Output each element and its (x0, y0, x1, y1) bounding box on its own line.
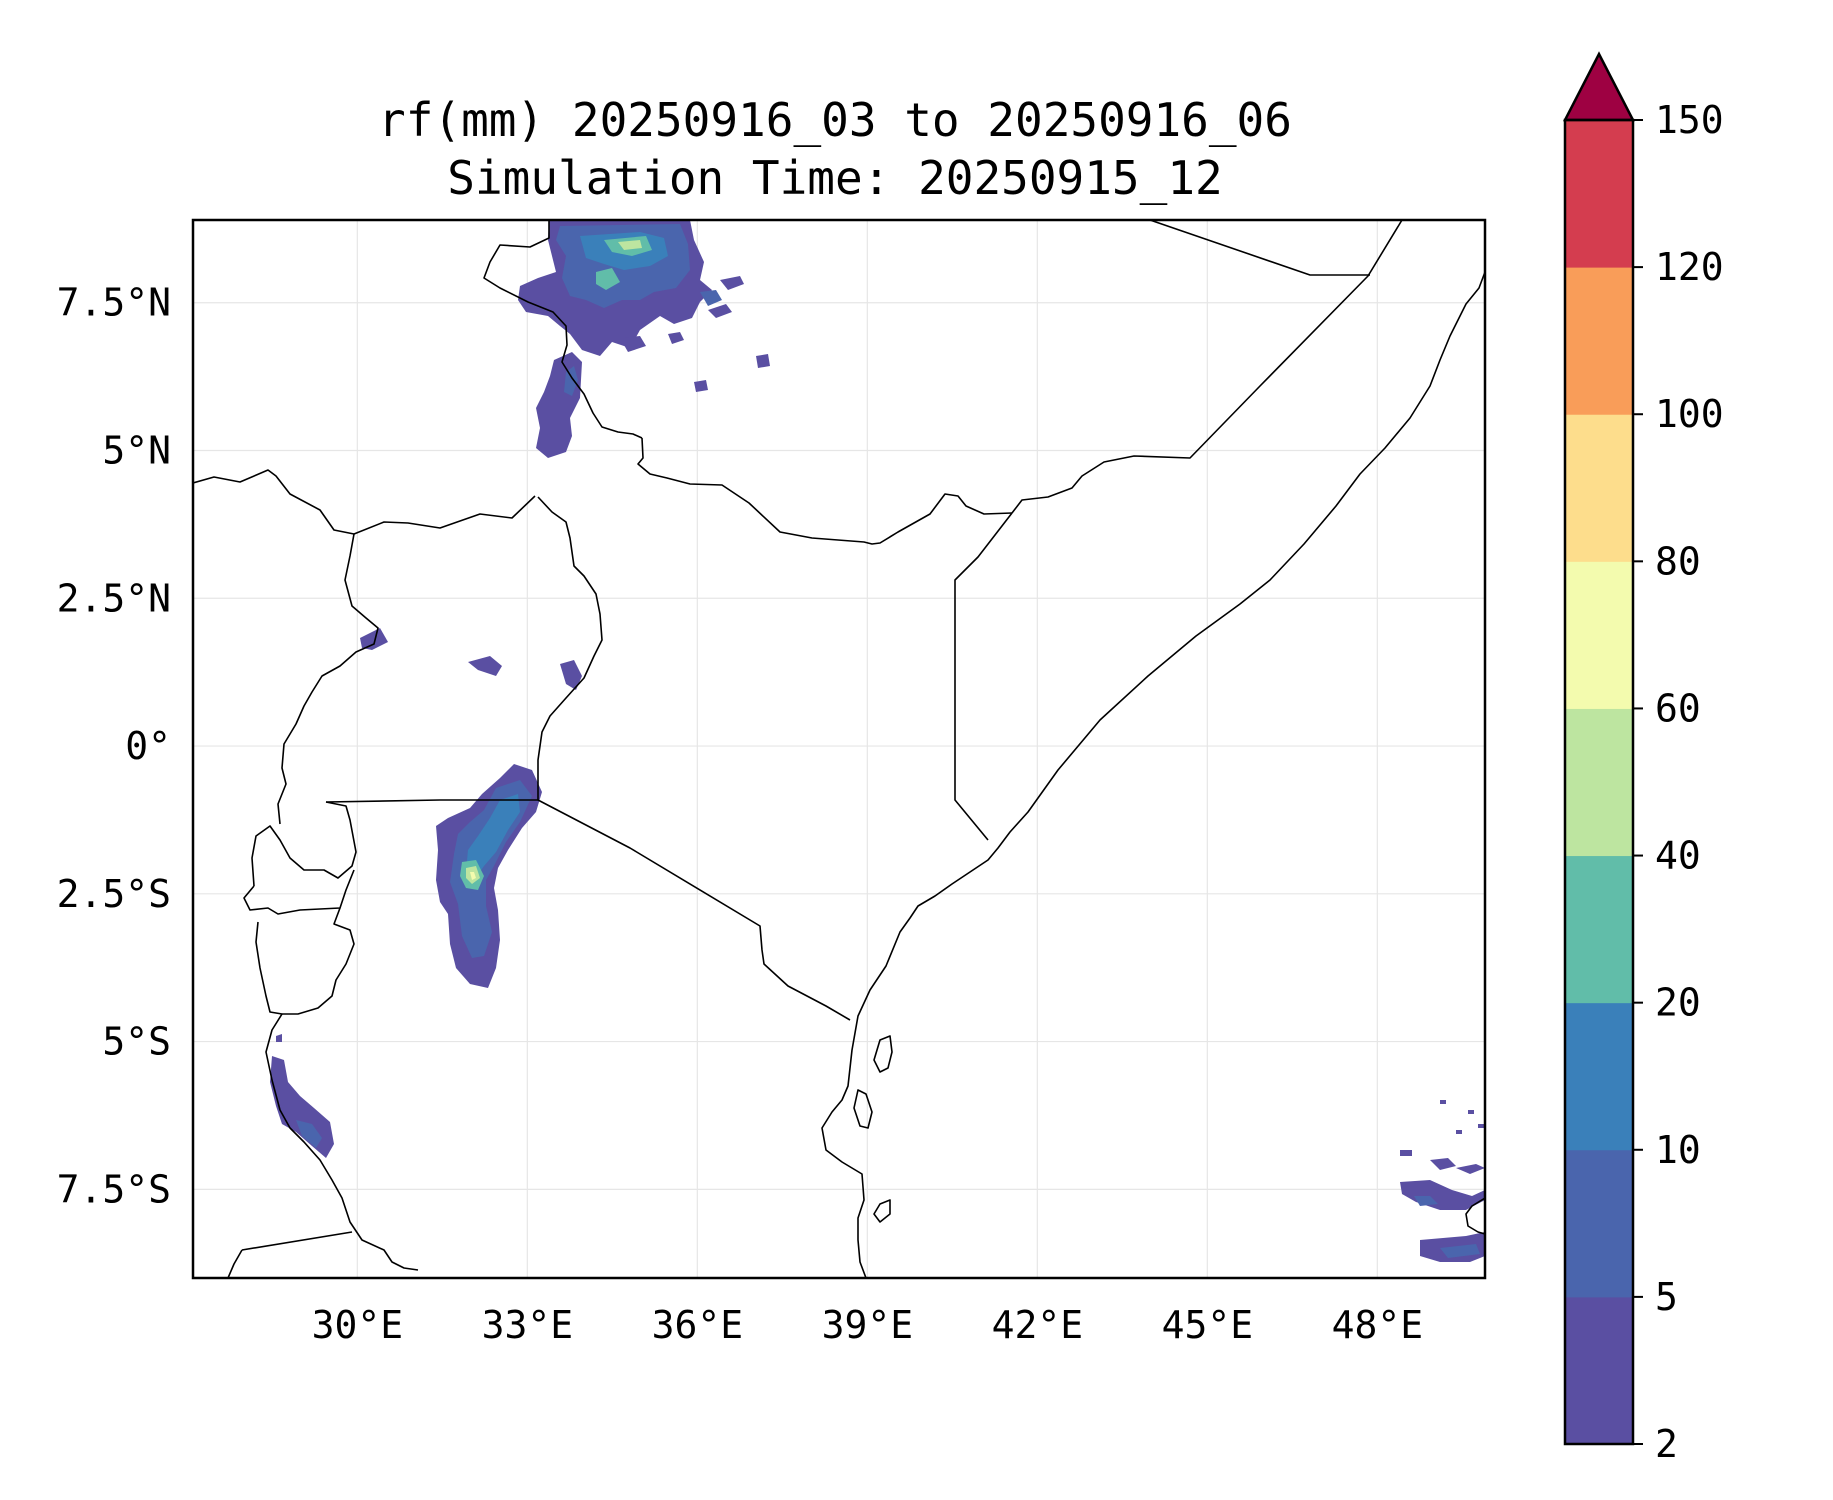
rain-contour (1478, 1124, 1485, 1128)
border-uganda-drc (277, 533, 379, 825)
rain-contour (694, 380, 708, 392)
rain-contour (468, 656, 502, 676)
colorbar-segment (1565, 1002, 1633, 1151)
rain-contour (1468, 1110, 1474, 1114)
colorbar-tick-label: 40 (1655, 834, 1701, 878)
rain-contour (360, 628, 388, 650)
y-tick-label: 2.5°N (57, 576, 171, 620)
colorbar-segment (1565, 414, 1633, 562)
island-zanzibar (853, 1089, 873, 1129)
border-kenya-uganda (537, 496, 603, 800)
rain-contour (1400, 1150, 1412, 1156)
colorbar: 2 5 10 20 40 60 80 100 120 150 (1562, 51, 1724, 1466)
y-axis-ticks: 7.5°N 5°N 2.5°N 0° 2.5°S 5°S 7.5°S (57, 281, 171, 1212)
border-southsudan-ethiopia (483, 220, 643, 439)
y-tick-label: 7.5°N (57, 281, 171, 325)
rain-contour (1440, 1100, 1446, 1104)
rain-contour (596, 268, 620, 290)
rainfall-contours (270, 220, 1485, 1262)
colorbar-segment (1565, 120, 1633, 268)
rain-contour (564, 366, 578, 396)
colorbar-tick-label: 120 (1655, 245, 1724, 289)
border-zambia-drc (227, 1249, 243, 1278)
x-tick-label: 33°E (482, 1303, 574, 1347)
rain-contour (618, 240, 642, 250)
border-southsudan-drc (193, 469, 355, 535)
border-rwanda (251, 801, 357, 887)
rain-contour (756, 354, 770, 368)
colorbar-tick-label: 150 (1655, 98, 1724, 142)
x-tick-label: 48°E (1332, 1303, 1424, 1347)
colorbar-extend-arrow (1562, 51, 1636, 122)
rain-contour (620, 336, 646, 352)
rain-contour (276, 1034, 282, 1042)
lake-tanganyika-east (282, 907, 355, 1015)
island-mafia (873, 1199, 891, 1223)
y-tick-label: 2.5°S (57, 872, 171, 916)
island-pemba (873, 1035, 893, 1073)
rain-contour (466, 794, 520, 880)
colorbar-segment (1565, 267, 1633, 415)
colorbar-tick-label: 100 (1655, 392, 1724, 436)
border-kenya-tanzania (537, 799, 851, 1021)
x-tick-label: 30°E (312, 1303, 404, 1347)
border-ethiopia-kenya (637, 437, 1013, 545)
rain-contour (720, 276, 744, 290)
x-tick-label: 45°E (1162, 1303, 1254, 1347)
lake-tanganyika-west (255, 921, 283, 1015)
rain-contour (708, 304, 732, 318)
coastline-madagascar (1465, 1197, 1485, 1235)
y-tick-label: 5°S (102, 1020, 171, 1064)
rain-contour (1456, 1130, 1462, 1134)
rain-contour (1440, 1244, 1480, 1258)
y-tick-label: 0° (125, 724, 171, 768)
colorbar-tick-label: 2 (1655, 1422, 1678, 1466)
colorbar-tick-label: 10 (1655, 1128, 1701, 1172)
border-burundi (243, 869, 355, 915)
y-tick-label: 5°N (102, 429, 171, 473)
rain-contour (700, 290, 722, 306)
colorbar-segment (1565, 1149, 1633, 1298)
rain-contour (470, 872, 476, 880)
x-tick-label: 39°E (822, 1303, 914, 1347)
colorbar-segment (1565, 708, 1633, 857)
gridlines (193, 220, 1485, 1278)
map-frame (191, 218, 1487, 1280)
rain-contour (536, 352, 582, 458)
rain-contour (296, 1120, 322, 1148)
rain-contour (1414, 1196, 1438, 1206)
colorbar-segment (1565, 855, 1633, 1004)
x-tick-label: 36°E (652, 1303, 744, 1347)
rain-contour (1456, 1164, 1485, 1174)
y-tick-label: 7.5°S (57, 1167, 171, 1211)
colorbar-tick-label: 60 (1655, 686, 1701, 730)
border-uganda-southsudan (353, 495, 536, 535)
colorbar-frame (1563, 118, 1635, 1446)
border-ethiopia-somaliland (1149, 220, 1370, 276)
title-line-1: rf(mm) 20250916_03 to 20250916_06 (378, 93, 1292, 147)
rain-contour (1430, 1158, 1456, 1170)
colorbar-tick-label: 5 (1655, 1275, 1678, 1319)
x-axis-ticks: 30°E 33°E 36°E 39°E 42°E 45°E 48°E (312, 1303, 1424, 1347)
border-uganda-tanzania (325, 799, 538, 803)
border-kenya-somalia (954, 512, 1013, 841)
colorbar-segment (1565, 1296, 1633, 1445)
title-line-2: Simulation Time: 20250915_12 (447, 151, 1222, 205)
colorbar-tick-label: 80 (1655, 539, 1701, 583)
colorbar-segment (1565, 561, 1633, 709)
colorbar-tick-label: 20 (1655, 981, 1701, 1025)
x-tick-label: 42°E (992, 1303, 1084, 1347)
coastline-somalia (821, 271, 1485, 1278)
border-tanzania-zambia-malawi (265, 1013, 419, 1271)
border-zambia (241, 1231, 353, 1251)
rain-contour (560, 660, 582, 690)
country-borders-coastlines (193, 220, 1485, 1278)
map-axes: 30°E 33°E 36°E 39°E 42°E 45°E 48°E 7.5°N 5°N 2.5… (57, 218, 1487, 1347)
rain-contour (668, 332, 684, 344)
border-ethiopia-somalia (1011, 220, 1403, 514)
